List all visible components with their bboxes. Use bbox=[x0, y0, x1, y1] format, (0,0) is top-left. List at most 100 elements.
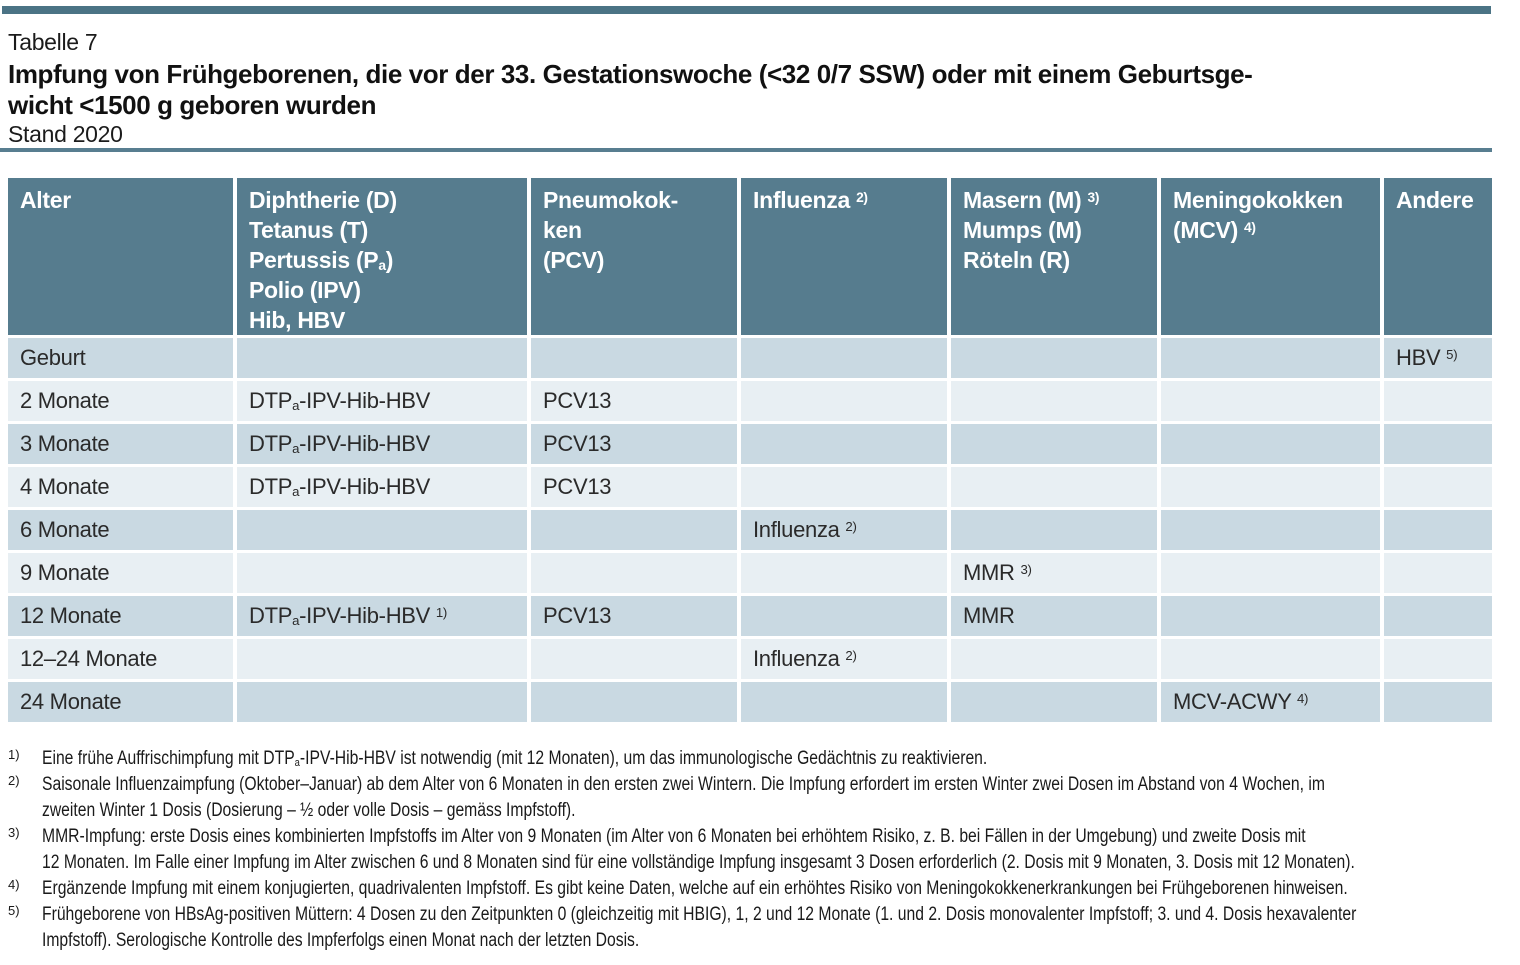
vaccine-cell: MMR bbox=[951, 596, 1157, 636]
table-row: 6 Monate Influenza 2) bbox=[8, 510, 1492, 550]
age-cell: 12–24 Monate bbox=[8, 639, 233, 679]
vaccine-cell bbox=[531, 510, 737, 550]
vaccine-cell: DTPa-IPV-Hib-HBV bbox=[237, 467, 527, 507]
age-cell: 3 Monate bbox=[8, 424, 233, 464]
vaccine-cell bbox=[1161, 510, 1380, 550]
footnotes: 1) Eine frühe Auffrischimpfung mit DTPa-I… bbox=[8, 746, 1512, 954]
vaccine-cell: PCV13 bbox=[531, 596, 737, 636]
vaccine-cell bbox=[1384, 510, 1492, 550]
vaccine-cell bbox=[531, 639, 737, 679]
vaccine-cell bbox=[1161, 338, 1380, 378]
table-row: 3 Monate DTPa-IPV-Hib-HBV PCV13 bbox=[8, 424, 1492, 464]
footnote-text: Saisonale Influenzaimpfung (Oktober–Janu… bbox=[42, 774, 1325, 821]
column-header-influenza: Influenza 2) bbox=[741, 178, 947, 335]
footnote: 2) Saisonale Influenzaimpfung (Oktober–Ja… bbox=[8, 772, 1512, 824]
column-header-andere: Andere bbox=[1384, 178, 1492, 335]
vaccine-cell bbox=[741, 381, 947, 421]
vaccine-cell bbox=[741, 467, 947, 507]
vaccine-cell: DTPa-IPV-Hib-HBV 1) bbox=[237, 596, 527, 636]
footnote-marker: 1) bbox=[8, 747, 20, 762]
vaccine-cell bbox=[531, 682, 737, 722]
vaccine-cell: MCV-ACWY 4) bbox=[1161, 682, 1380, 722]
footnote-marker: 2) bbox=[8, 773, 20, 788]
footnote-marker: 3) bbox=[8, 825, 20, 840]
divider-rule bbox=[0, 148, 1492, 152]
footnote-marker: 4) bbox=[8, 877, 20, 892]
vaccine-cell bbox=[237, 639, 527, 679]
vaccine-cell bbox=[741, 424, 947, 464]
column-header-pneumokokken: Pneumokok- ken (PCV) bbox=[531, 178, 737, 335]
table-header-row: Alter Diphtherie (D) Tetanus (T) Pertussi… bbox=[8, 178, 1492, 335]
table-row: 4 Monate DTPa-IPV-Hib-HBV PCV13 bbox=[8, 467, 1492, 507]
vaccine-cell bbox=[951, 467, 1157, 507]
vaccine-cell bbox=[741, 596, 947, 636]
table-row: 24 Monate MCV-ACWY 4) bbox=[8, 682, 1492, 722]
vaccine-cell bbox=[1384, 467, 1492, 507]
vaccine-cell: PCV13 bbox=[531, 381, 737, 421]
footnote-text: MMR-Impfung: erste Dosis eines kombinier… bbox=[42, 826, 1355, 873]
vaccine-cell bbox=[951, 682, 1157, 722]
title-block: Tabelle 7 Impfung von Frühgeborenen, die… bbox=[8, 28, 1508, 148]
vaccine-cell bbox=[531, 338, 737, 378]
vaccine-cell bbox=[951, 424, 1157, 464]
vaccine-cell: MMR 3) bbox=[951, 553, 1157, 593]
vaccine-cell bbox=[951, 381, 1157, 421]
column-header-diphtherie-tetanus-pertussis-polio-hib-hbv: Diphtherie (D) Tetanus (T) Pertussis (Pa… bbox=[237, 178, 527, 335]
top-rule-bar bbox=[2, 6, 1491, 14]
vaccine-cell bbox=[951, 639, 1157, 679]
page-title: Impfung von Frühgeborenen, die vor der 3… bbox=[8, 59, 1253, 120]
column-header-alter: Alter bbox=[8, 178, 233, 335]
vaccine-cell bbox=[741, 553, 947, 593]
vaccine-cell bbox=[951, 510, 1157, 550]
vaccine-cell: Influenza 2) bbox=[741, 639, 947, 679]
table-row: 9 Monate MMR 3) bbox=[8, 553, 1492, 593]
age-cell: 2 Monate bbox=[8, 381, 233, 421]
footnote-text: Eine frühe Auffrischimpfung mit DTPa-IPV… bbox=[42, 748, 988, 769]
vaccine-cell bbox=[741, 682, 947, 722]
table-row: 12–24 Monate Influenza 2) bbox=[8, 639, 1492, 679]
vaccine-cell bbox=[531, 553, 737, 593]
page-subtitle: Stand 2020 bbox=[8, 121, 123, 147]
vaccine-cell: PCV13 bbox=[531, 467, 737, 507]
footnote: 5) Frühgeborene von HBsAg-positiven Mütte… bbox=[8, 902, 1512, 954]
footnote-text: Ergänzende Impfung mit einem konjugierte… bbox=[42, 878, 1348, 899]
footnote-text: Frühgeborene von HBsAg-positiven Müttern… bbox=[42, 904, 1357, 951]
vaccination-table: Alter Diphtherie (D) Tetanus (T) Pertussi… bbox=[4, 175, 1496, 725]
vaccine-cell bbox=[1161, 381, 1380, 421]
vaccine-cell bbox=[237, 510, 527, 550]
age-cell: 6 Monate bbox=[8, 510, 233, 550]
column-header-masern-mumps-roeteln: Masern (M) 3) Mumps (M) Röteln (R) bbox=[951, 178, 1157, 335]
footnote: 3) MMR-Impfung: erste Dosis eines kombini… bbox=[8, 824, 1512, 876]
vaccine-cell bbox=[1161, 553, 1380, 593]
vaccine-cell bbox=[1384, 553, 1492, 593]
vaccine-cell bbox=[1161, 467, 1380, 507]
vaccine-cell bbox=[237, 553, 527, 593]
footnote: 4) Ergänzende Impfung mit einem konjugier… bbox=[8, 876, 1512, 902]
vaccine-cell bbox=[951, 338, 1157, 378]
vaccine-cell bbox=[1161, 424, 1380, 464]
table-row: 2 Monate DTPa-IPV-Hib-HBV PCV13 bbox=[8, 381, 1492, 421]
age-cell: 4 Monate bbox=[8, 467, 233, 507]
vaccine-cell bbox=[1384, 639, 1492, 679]
age-cell: 24 Monate bbox=[8, 682, 233, 722]
vaccine-cell: DTPa-IPV-Hib-HBV bbox=[237, 424, 527, 464]
table-row: Geburt HBV 5) bbox=[8, 338, 1492, 378]
table-label: Tabelle 7 bbox=[8, 29, 98, 55]
vaccine-cell bbox=[1384, 682, 1492, 722]
vaccine-cell bbox=[1384, 381, 1492, 421]
vaccine-cell bbox=[237, 338, 527, 378]
vaccine-cell: PCV13 bbox=[531, 424, 737, 464]
age-cell: Geburt bbox=[8, 338, 233, 378]
vaccine-cell: HBV 5) bbox=[1384, 338, 1492, 378]
vaccine-cell bbox=[1161, 596, 1380, 636]
table-row: 12 Monate DTPa-IPV-Hib-HBV 1) PCV13 MMR bbox=[8, 596, 1492, 636]
age-cell: 12 Monate bbox=[8, 596, 233, 636]
vaccine-cell bbox=[741, 338, 947, 378]
age-cell: 9 Monate bbox=[8, 553, 233, 593]
footnote: 1) Eine frühe Auffrischimpfung mit DTPa-I… bbox=[8, 746, 1512, 772]
vaccine-cell bbox=[1384, 424, 1492, 464]
footnote-marker: 5) bbox=[8, 903, 20, 918]
vaccine-cell: DTPa-IPV-Hib-HBV bbox=[237, 381, 527, 421]
vaccine-cell bbox=[237, 682, 527, 722]
